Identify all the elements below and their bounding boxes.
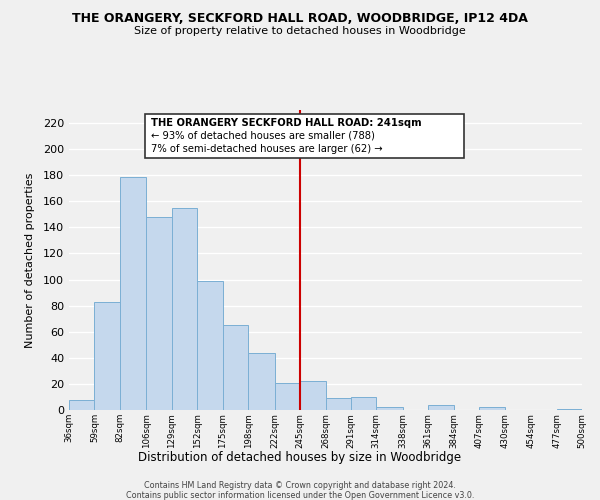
Text: THE ORANGERY, SECKFORD HALL ROAD, WOODBRIDGE, IP12 4DA: THE ORANGERY, SECKFORD HALL ROAD, WOODBR… [72,12,528,26]
Bar [351,397,376,410]
Text: ← 93% of detached houses are smaller (788): ← 93% of detached houses are smaller (78… [151,131,374,141]
Bar [146,217,172,410]
Bar [557,408,582,410]
Bar [248,352,275,410]
Bar [300,382,325,410]
Text: 7% of semi-detached houses are larger (62) →: 7% of semi-detached houses are larger (6… [151,144,382,154]
Bar [197,281,223,410]
Bar [223,325,248,410]
Text: THE ORANGERY SECKFORD HALL ROAD: 241sqm: THE ORANGERY SECKFORD HALL ROAD: 241sqm [151,118,421,128]
Y-axis label: Number of detached properties: Number of detached properties [25,172,35,348]
FancyBboxPatch shape [145,114,464,158]
Bar [325,398,351,410]
Bar [172,208,197,410]
Bar [94,302,120,410]
Text: Contains HM Land Registry data © Crown copyright and database right 2024.: Contains HM Land Registry data © Crown c… [144,482,456,490]
Bar [376,408,403,410]
Bar [275,382,300,410]
Text: Distribution of detached houses by size in Woodbridge: Distribution of detached houses by size … [139,451,461,464]
Text: Size of property relative to detached houses in Woodbridge: Size of property relative to detached ho… [134,26,466,36]
Bar [69,400,94,410]
Bar [479,408,505,410]
Text: Contains public sector information licensed under the Open Government Licence v3: Contains public sector information licen… [126,490,474,500]
Bar [428,405,454,410]
Bar [120,176,146,410]
